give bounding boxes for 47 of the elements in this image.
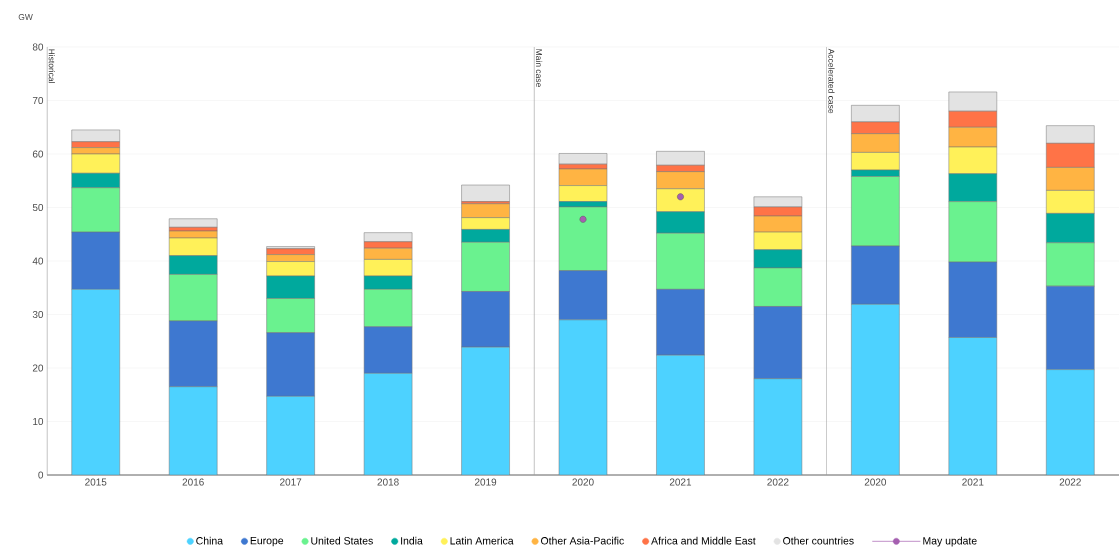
y-tick-label: 40: [32, 257, 44, 265]
bar: [363, 373, 413, 475]
legend-label: Other countries: [783, 536, 854, 545]
x-tick-label: 2020: [572, 478, 594, 486]
x-tick-label: 2015: [85, 478, 107, 486]
y-axis-title: GW: [18, 14, 33, 21]
legend-label: Latin America: [450, 536, 514, 545]
x-tick-label: 2022: [767, 478, 789, 486]
legend-label: Other Asia-Pacific: [541, 536, 624, 545]
bar: [461, 346, 510, 475]
y-tick-label: 10: [33, 417, 44, 426]
annotation: Accelerated case: [828, 48, 835, 114]
bar: [948, 337, 998, 475]
x-tick-label: 2018: [377, 478, 399, 486]
legend-label: India: [401, 536, 423, 545]
bar: [753, 378, 803, 475]
y-tick-label: 80: [32, 43, 44, 51]
bar: [71, 289, 120, 475]
legend-label: China: [196, 536, 224, 545]
x-tick-label: 2019: [474, 478, 497, 486]
bar: [558, 153, 608, 165]
legend-label: May update: [923, 536, 977, 547]
x-tick-label: 2017: [280, 478, 302, 486]
bar: [851, 304, 900, 475]
y-tick-label: 60: [32, 150, 44, 158]
bar: [168, 218, 218, 228]
bar: [656, 354, 705, 475]
x-tick-label: 2021: [962, 478, 984, 486]
y-tick-label: 70: [32, 96, 44, 105]
bar: [558, 319, 608, 475]
y-tick-label: 0: [38, 471, 44, 479]
y-tick-label: 30: [32, 310, 44, 319]
x-tick-label: 2022: [1059, 478, 1081, 486]
legend-label: United States: [311, 536, 373, 545]
bar: [266, 396, 315, 475]
bar: [1046, 369, 1095, 475]
legend-label: Europe: [250, 537, 284, 547]
bar: [461, 184, 510, 202]
legend-label: Africa and Middle East: [651, 536, 756, 545]
x-tick-label: 2021: [669, 478, 692, 486]
y-tick-label: 20: [32, 364, 44, 372]
y-tick-label: 50: [32, 203, 44, 212]
x-tick-label: 2020: [864, 478, 887, 486]
annotation: Historical: [48, 49, 55, 83]
bar: [168, 386, 218, 475]
x-tick-label: 2016: [182, 478, 204, 486]
annotation: Main case: [535, 49, 543, 87]
